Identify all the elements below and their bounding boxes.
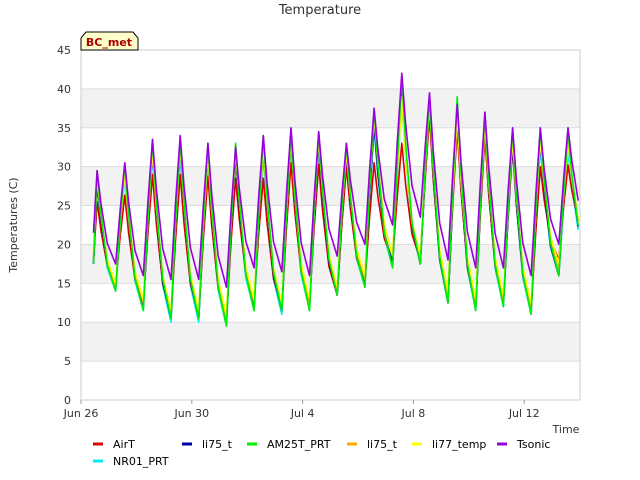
y-tick-label: 25 [57,200,71,213]
legend-label: Tsonic [516,438,550,451]
y-tick-label: 35 [57,122,71,135]
legend: AirT li75_t AM25T_PRT li75_t li77_temp Tsonic… [93,438,550,468]
series-line-am25t-prt [92,76,579,327]
y-tick-label: 15 [57,277,71,290]
badge-label: BC_met [86,36,132,49]
series-line-tsonic [92,72,579,288]
x-tick-label: Jun 26 [63,407,99,420]
x-tick-label: Jul 12 [508,407,540,420]
series-layer [92,72,579,327]
legend-label: AM25T_PRT [267,438,331,451]
y-tick-label: 10 [57,316,71,329]
badge: BC_met [80,31,139,51]
plot-background [80,49,581,401]
x-axis-title: Time [552,423,580,436]
legend-label: li75_t [367,438,398,451]
grid-band [81,322,580,362]
y-tick-label: 40 [57,83,71,96]
chart-title: Temperature [278,3,361,18]
plot-frame [80,49,581,401]
x-tick-label: Jun 30 [173,407,209,420]
grid-band [81,166,580,206]
x-tick-label: Jul 8 [401,407,426,420]
grid-band [81,88,580,128]
y-tick-label: 30 [57,161,71,174]
y-tick-label: 45 [57,44,71,57]
y-tick-label: 0 [64,394,71,407]
y-tick-label: 5 [64,355,71,368]
legend-label: li77_temp [432,438,486,451]
y-tick-label: 20 [57,238,71,251]
legend-label: li75_t [202,438,233,451]
badge-shape [80,31,139,51]
legend-label: NR01_PRT [113,455,169,468]
x-axis: Jun 26 Jun 30 Jul 4 Jul 8 Jul 12 [63,400,540,420]
y-axis-title: Temperatures (C) [7,177,20,273]
y-axis: 0 5 10 15 20 25 30 35 40 45 [57,44,71,407]
legend-label: AirT [113,438,135,451]
x-tick-label: Jul 4 [290,407,315,420]
